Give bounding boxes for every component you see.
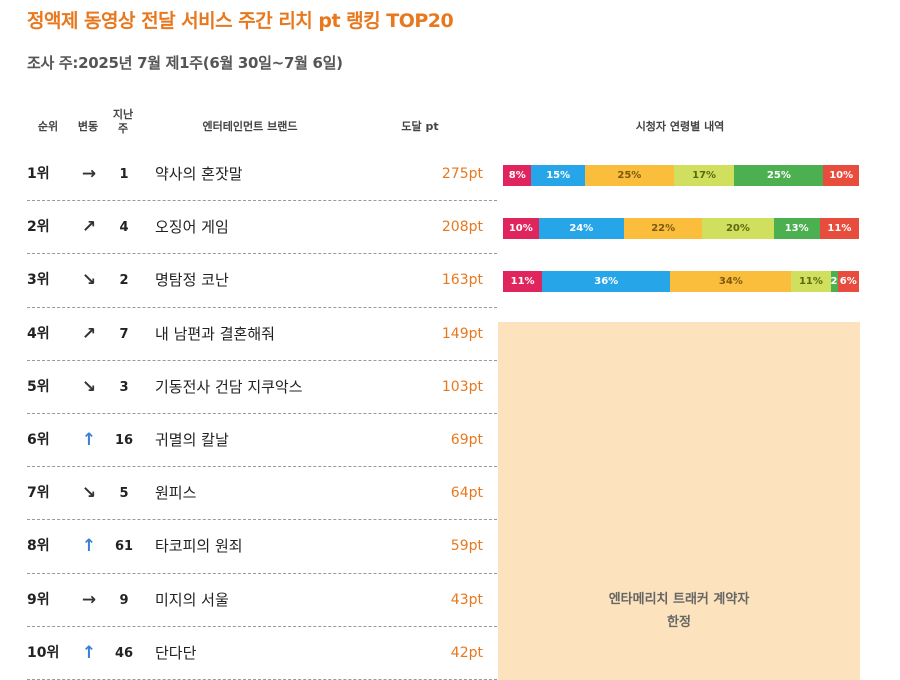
reach-pt: 64pt bbox=[450, 485, 483, 502]
age-segment: 11% bbox=[819, 218, 859, 240]
change-indicator: ↗ bbox=[81, 217, 97, 238]
rank-cell: 1위 bbox=[27, 166, 50, 182]
last-week-rank: 46 bbox=[114, 645, 134, 661]
brand-name: 단다단 bbox=[155, 643, 197, 662]
survey-week: 조사 주:2025년 7월 제1주(6월 30일~7월 6일) bbox=[27, 54, 343, 72]
change-indicator: ↑ bbox=[81, 429, 97, 450]
last-week-rank: 1 bbox=[119, 167, 129, 182]
table-header: 순위 변동 지난 주 엔터테인먼트 브랜드 도달 pt 시청자 연령별 내역 bbox=[20, 108, 880, 142]
change-indicator: → bbox=[81, 589, 97, 610]
reach-pt: 163pt bbox=[441, 272, 483, 289]
last-week-rank: 9 bbox=[119, 592, 129, 608]
age-segment: 25% bbox=[734, 165, 824, 186]
age-segment: 34% bbox=[670, 271, 792, 293]
change-indicator: → bbox=[81, 164, 97, 184]
rank-cell: 6위 bbox=[27, 431, 50, 448]
age-segment: 20% bbox=[702, 218, 774, 240]
locked-content-panel: 엔타메리치 트래커 계약자 한정 bbox=[498, 322, 860, 680]
change-indicator: ↑ bbox=[81, 642, 97, 663]
age-segment: 13% bbox=[773, 218, 820, 240]
change-indicator: ↘ bbox=[81, 270, 97, 291]
age-segment: 11% bbox=[791, 271, 831, 293]
table-row[interactable]: 10위 ↑ 46 단다단 42pt bbox=[27, 627, 497, 680]
rank-cell: 4위 bbox=[27, 325, 50, 342]
table-row[interactable]: 6위 ↑ 16 귀멸의 칼날 69pt bbox=[27, 414, 497, 468]
age-bar: 8% 15% 25% 17% 25% 10% bbox=[503, 165, 859, 186]
rank-cell: 10위 bbox=[27, 644, 60, 661]
brand-name: 명탐정 코난 bbox=[155, 271, 229, 290]
last-week-rank: 61 bbox=[114, 539, 134, 555]
reach-pt: 43pt bbox=[450, 591, 483, 608]
table-row[interactable]: 3위 ↘ 2 명탐정 코난 163pt bbox=[27, 254, 497, 308]
age-segment: 15% bbox=[531, 165, 585, 186]
brand-name: 타코피의 원죄 bbox=[155, 537, 243, 556]
age-breakdown-bars: 8% 15% 25% 17% 25% 10% 10% 24% 22% 20% 13% 11% 11% 36… bbox=[503, 165, 859, 325]
last-week-rank: 4 bbox=[119, 220, 129, 236]
reach-pt: 103pt bbox=[441, 378, 483, 395]
header-change: 변동 bbox=[77, 120, 99, 133]
brand-name: 미지의 서울 bbox=[155, 590, 229, 609]
reach-pt: 59pt bbox=[450, 538, 483, 555]
age-segment: 10% bbox=[503, 218, 539, 240]
reach-pt: 208pt bbox=[441, 219, 483, 236]
change-indicator: ↑ bbox=[81, 536, 97, 557]
rank-cell: 7위 bbox=[27, 485, 50, 502]
age-segment: 36% bbox=[542, 271, 671, 293]
age-segment: 17% bbox=[673, 165, 735, 186]
age-bar: 10% 24% 22% 20% 13% 11% bbox=[503, 218, 859, 240]
table-row[interactable]: 1위 → 1 약사의 혼잣말 275pt bbox=[27, 148, 497, 202]
rank-cell: 9위 bbox=[27, 591, 50, 608]
age-segment: 11% bbox=[503, 271, 543, 293]
age-segment: 8% bbox=[503, 165, 532, 186]
age-bar: 11%36%34%11%2%6% bbox=[503, 271, 859, 293]
locked-notice: 엔타메리치 트래커 계약자 한정 bbox=[608, 592, 750, 630]
reach-pt: 149pt bbox=[441, 325, 483, 342]
page-title: 정액제 동영상 전달 서비스 주간 리치 pt 랭킹 TOP20 bbox=[27, 10, 454, 32]
table-row[interactable]: 5위 ↘ 3 기동전사 건담 지쿠악스 103pt bbox=[27, 361, 497, 414]
brand-name: 내 남편과 결혼해줘 bbox=[155, 324, 275, 343]
last-week-rank: 7 bbox=[119, 326, 129, 342]
rank-cell: 2위 bbox=[27, 219, 50, 236]
last-week-rank: 16 bbox=[114, 432, 134, 448]
table-row[interactable]: 2위 ↗ 4 오징어 게임 208pt bbox=[27, 201, 497, 255]
change-indicator: ↘ bbox=[81, 483, 97, 504]
brand-name: 원피스 bbox=[155, 484, 197, 503]
table-row[interactable]: 4위 ↗ 7 내 남편과 결혼해줘 149pt bbox=[27, 308, 497, 361]
last-week-rank: 3 bbox=[119, 379, 129, 395]
rank-cell: 5위 bbox=[27, 378, 50, 395]
header-last-week: 지난 주 bbox=[112, 108, 134, 135]
age-segment: 25% bbox=[584, 165, 674, 186]
change-indicator: ↘ bbox=[81, 376, 97, 397]
last-week-rank: 2 bbox=[119, 273, 129, 289]
table-row[interactable]: 7위 ↘ 5 원피스 64pt bbox=[27, 467, 497, 521]
header-pt: 도달 pt bbox=[401, 120, 439, 133]
header-viewer-age: 시청자 연령별 내역 bbox=[635, 120, 725, 133]
last-week-rank: 5 bbox=[119, 486, 129, 502]
brand-name: 기동전사 건담 지쿠악스 bbox=[155, 377, 303, 396]
reach-pt: 69pt bbox=[450, 431, 483, 448]
header-brand: 엔터테인먼트 브랜드 bbox=[202, 120, 298, 133]
brand-name: 오징어 게임 bbox=[155, 218, 229, 237]
age-segment: 2% bbox=[830, 271, 838, 293]
header-rank: 순위 bbox=[37, 120, 59, 133]
ranking-list: 1위 → 1 약사의 혼잣말 275pt 2위 ↗ 4 오징어 게임 208pt 3위 ↘ 2 명탐정 코… bbox=[27, 148, 497, 680]
reach-pt: 42pt bbox=[450, 644, 483, 661]
age-segment: 10% bbox=[823, 165, 859, 186]
brand-name: 귀멸의 칼날 bbox=[155, 430, 229, 449]
rank-cell: 3위 bbox=[27, 272, 50, 289]
age-segment: 6% bbox=[837, 271, 859, 293]
brand-name: 약사의 혼잣말 bbox=[155, 165, 243, 183]
rank-cell: 8위 bbox=[27, 538, 50, 555]
reach-pt: 275pt bbox=[441, 166, 483, 182]
age-segment: 24% bbox=[538, 218, 625, 240]
table-row[interactable]: 9위 → 9 미지의 서울 43pt bbox=[27, 574, 497, 627]
age-segment: 22% bbox=[624, 218, 703, 240]
change-indicator: ↗ bbox=[81, 323, 97, 344]
table-row[interactable]: 8위 ↑ 61 타코피의 원죄 59pt bbox=[27, 520, 497, 574]
